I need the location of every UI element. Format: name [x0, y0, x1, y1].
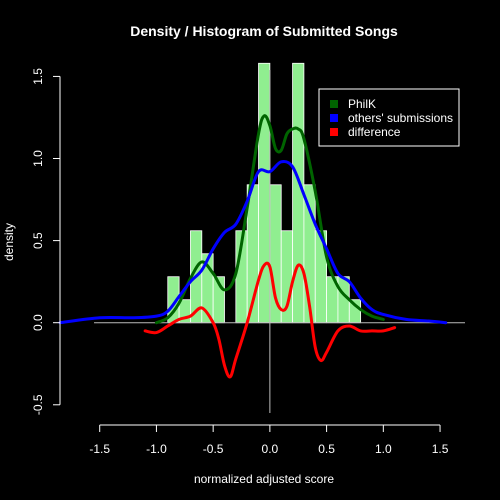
legend-swatch	[330, 114, 338, 122]
y-tick-label: 1.5	[31, 68, 45, 85]
x-tick-label: 1.0	[375, 442, 392, 456]
legend-label: difference	[348, 125, 401, 139]
series-line-philk	[154, 114, 385, 325]
legend-swatch	[330, 128, 338, 136]
legend-swatch	[330, 100, 338, 108]
histogram-bar	[258, 62, 271, 324]
x-tick-label: -1.5	[89, 442, 110, 456]
x-tick-label: -0.5	[203, 442, 224, 456]
density-curves	[58, 114, 448, 379]
y-tick-label: 0.0	[31, 314, 45, 331]
chart-title: Density / Histogram of Submitted Songs	[130, 23, 398, 39]
legend-label: others' submissions	[348, 111, 453, 125]
x-tick-label: 1.5	[432, 442, 449, 456]
y-tick-label: -0.5	[31, 394, 45, 415]
x-tick-label: 0.0	[262, 442, 279, 456]
y-tick-label: 1.0	[31, 150, 45, 167]
x-axis-label: normalized adjusted score	[194, 472, 334, 486]
series-line-others-submissions	[58, 159, 448, 325]
x-tick-label: 0.5	[318, 442, 335, 456]
axes: -1.5 -1.0 -0.5 0.0 0.5 1.0 1.5 -0.5 0.0 0.5 1.0 1.5	[31, 68, 449, 456]
x-tick-label: -1.0	[146, 442, 167, 456]
series-line-difference	[143, 261, 397, 379]
y-tick-label: 0.5	[31, 232, 45, 249]
legend-label: PhilK	[348, 97, 376, 111]
y-axis-label: density	[2, 223, 16, 261]
legend-box	[318, 88, 460, 147]
